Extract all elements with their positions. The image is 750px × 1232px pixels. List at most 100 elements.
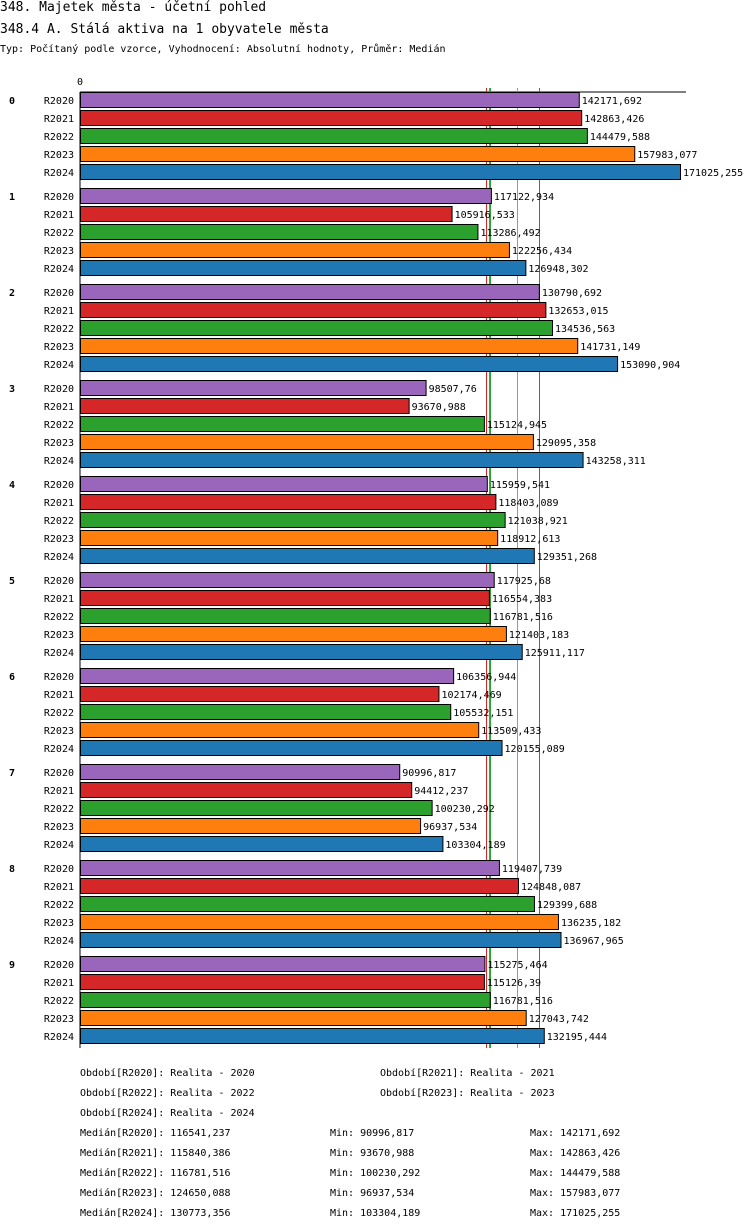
bar-8-r2021 [80,878,519,894]
data-label-1-r2022: 113286,492 [480,228,540,239]
data-label-3-r2020: 98507,76 [429,384,477,395]
bar-4-r2023 [80,530,499,546]
stat-min-r2020: Min: 90996,817 [330,1128,415,1139]
stat-max-r2023: Max: 157983,077 [530,1188,621,1199]
category-label-8: 8 [9,864,15,875]
data-label-7-r2020: 90996,817 [402,768,456,779]
legend-entry-r2023: Období[R2023]: Realita - 2023 [380,1088,555,1099]
bar-0-r2020 [80,92,580,108]
data-label-8-r2020: 119407,739 [502,864,562,875]
data-label-7-r2024: 103304,189 [445,840,505,851]
legend-entry-r2022: Období[R2022]: Realita - 2022 [80,1088,255,1099]
bar-3-r2024 [80,452,584,468]
bar-3-r2020 [80,380,427,396]
data-label-8-r2021: 124848,087 [521,882,581,893]
bar-6-r2021 [80,686,440,702]
bar-4-r2022 [80,512,506,528]
data-label-1-r2021: 105916,533 [455,210,515,221]
bar-7-r2022 [80,800,433,816]
bar-6-r2024 [80,740,503,756]
data-label-0-r2020: 142171,692 [582,96,642,107]
series-label-r2024: R2024 [44,264,74,275]
category-label-1: 1 [9,192,15,203]
data-label-2-r2024: 153090,904 [620,360,680,371]
data-label-0-r2021: 142863,426 [584,114,644,125]
bar-8-r2022 [80,896,535,912]
data-label-5-r2023: 121403,183 [509,630,569,641]
category-label-7: 7 [9,768,15,779]
series-label-r2020: R2020 [44,864,74,875]
data-label-0-r2023: 157983,077 [637,150,697,161]
series-label-r2021: R2021 [44,402,74,413]
series-label-r2020: R2020 [44,96,74,107]
series-label-r2021: R2021 [44,594,74,605]
data-label-9-r2020: 115275,464 [487,960,547,971]
series-label-r2023: R2023 [44,1014,74,1025]
legend-entry-r2020: Období[R2020]: Realita - 2020 [80,1068,255,1079]
series-label-r2023: R2023 [44,438,74,449]
data-label-4-r2023: 118912,613 [500,534,560,545]
series-label-r2023: R2023 [44,726,74,737]
series-label-r2022: R2022 [44,132,74,143]
bar-0-r2022 [80,128,588,144]
data-label-5-r2022: 116781,516 [493,612,553,623]
data-label-3-r2023: 129095,358 [536,438,596,449]
data-label-1-r2023: 122256,434 [512,246,572,257]
series-label-r2022: R2022 [44,708,74,719]
category-label-5: 5 [9,576,15,587]
series-label-r2021: R2021 [44,882,74,893]
series-label-r2020: R2020 [44,672,74,683]
bar-4-r2021 [80,494,497,510]
data-label-6-r2024: 120155,089 [505,744,565,755]
stat-median-r2022: Medián[R2022]: 116781,516 [80,1168,231,1179]
data-label-9-r2021: 115126,39 [487,978,541,989]
stat-max-r2022: Max: 144479,588 [530,1168,621,1179]
series-label-r2022: R2022 [44,420,74,431]
legend-entry-r2024: Období[R2024]: Realita - 2024 [80,1108,255,1119]
stat-max-r2021: Max: 142863,426 [530,1148,621,1159]
series-label-r2022: R2022 [44,324,74,335]
series-label-r2023: R2023 [44,918,74,929]
category-label-6: 6 [9,672,15,683]
series-label-r2023: R2023 [44,246,74,257]
stat-max-r2024: Max: 171025,255 [530,1208,621,1219]
series-label-r2024: R2024 [44,648,74,659]
data-label-7-r2021: 94412,237 [414,786,468,797]
series-label-r2024: R2024 [44,1032,74,1043]
data-label-9-r2022: 116781,516 [493,996,553,1007]
series-label-r2021: R2021 [44,498,74,509]
stat-median-r2020: Medián[R2020]: 116541,237 [80,1128,231,1139]
data-label-6-r2022: 105532,151 [453,708,513,719]
series-label-r2020: R2020 [44,192,74,203]
legend-entry-r2021: Období[R2021]: Realita - 2021 [380,1068,555,1079]
bar-2-r2023 [80,338,579,354]
bar-8-r2020 [80,860,500,876]
data-label-5-r2024: 125911,117 [525,648,585,659]
data-label-6-r2021: 102174,469 [441,690,501,701]
bar-9-r2020 [80,956,486,972]
category-label-3: 3 [9,384,15,395]
series-label-r2024: R2024 [44,168,74,179]
chart-subtitle: 348.4 A. Stálá aktiva na 1 obyvatele měs… [0,22,329,37]
bar-5-r2024 [80,644,523,660]
bar-1-r2020 [80,188,492,204]
series-label-r2024: R2024 [44,840,74,851]
bar-8-r2023 [80,914,559,930]
bar-3-r2022 [80,416,485,432]
data-label-1-r2020: 117122,934 [494,192,554,203]
series-label-r2024: R2024 [44,936,74,947]
series-label-r2021: R2021 [44,306,74,317]
bar-5-r2022 [80,608,491,624]
data-label-3-r2021: 93670,988 [412,402,466,413]
bar-9-r2023 [80,1010,527,1026]
bar-0-r2021 [80,110,583,126]
bar-1-r2024 [80,260,527,276]
data-label-4-r2022: 121038,921 [508,516,568,527]
bar-3-r2021 [80,398,410,414]
series-label-r2024: R2024 [44,552,74,563]
data-label-3-r2024: 143258,311 [586,456,646,467]
bar-7-r2020 [80,764,401,780]
data-label-8-r2022: 129399,688 [537,900,597,911]
data-label-2-r2022: 134536,563 [555,324,615,335]
series-label-r2024: R2024 [44,744,74,755]
